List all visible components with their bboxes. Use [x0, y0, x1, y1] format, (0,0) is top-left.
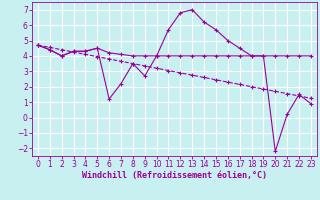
X-axis label: Windchill (Refroidissement éolien,°C): Windchill (Refroidissement éolien,°C): [82, 171, 267, 180]
